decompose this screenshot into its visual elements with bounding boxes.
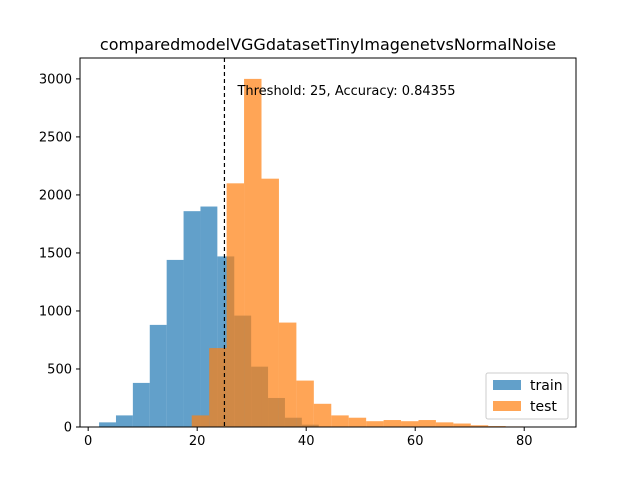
x-tick-label: 60 [407, 434, 424, 449]
y-tick-label: 1000 [39, 304, 72, 319]
chart-title: comparedmodelVGGdatasetTinyImagenetvsNor… [100, 35, 556, 54]
bar-test-9 [348, 417, 367, 427]
bar-test-4 [261, 178, 279, 427]
bar-test-5 [278, 322, 297, 427]
legend-swatch-train [493, 380, 521, 390]
bar-test-12 [401, 421, 419, 427]
legend-label-train: train [530, 378, 563, 394]
bar-train-5 [183, 211, 201, 427]
x-tick-label: 20 [189, 434, 206, 449]
y-tick-label: 0 [64, 421, 72, 436]
bar-test-13 [418, 420, 436, 427]
bar-train-3 [149, 324, 167, 427]
bar-test-1 [209, 348, 227, 427]
bar-test-3 [244, 78, 262, 428]
legend-label-test: test [530, 399, 557, 415]
threshold-annotation: Threshold: 25, Accuracy: 0.84355 [236, 84, 455, 99]
histogram-bars [99, 78, 524, 428]
legend: train test [485, 372, 569, 420]
bar-test-6 [296, 380, 314, 427]
bar-test-0 [191, 415, 210, 427]
y-tick-label: 3000 [39, 72, 72, 87]
bar-train-2 [132, 382, 150, 427]
y-tick-label: 1500 [39, 246, 72, 261]
bar-test-16 [470, 425, 489, 427]
y-tick-label: 500 [47, 362, 72, 377]
x-axis-ticks: 0 20 40 60 80 [84, 427, 532, 449]
legend-swatch-test [493, 401, 521, 411]
bar-test-14 [435, 422, 454, 427]
x-tick-label: 0 [84, 434, 92, 449]
bar-test-15 [453, 423, 471, 427]
x-tick-label: 40 [298, 434, 315, 449]
bar-test-7 [313, 403, 332, 427]
bar-train-0 [99, 422, 116, 427]
bar-test-11 [383, 420, 402, 427]
bar-test-8 [331, 415, 349, 427]
y-tick-label: 2000 [39, 188, 72, 203]
plot-frame [79, 57, 577, 428]
bar-test-2 [226, 183, 245, 427]
y-tick-label: 2500 [39, 130, 72, 145]
y-axis-ticks: 0 500 1000 1500 2000 2500 3000 [39, 72, 80, 436]
bar-train-1 [115, 415, 133, 427]
bar-test-10 [366, 421, 384, 427]
bar-train-4 [166, 259, 184, 427]
x-tick-label: 80 [516, 434, 533, 449]
